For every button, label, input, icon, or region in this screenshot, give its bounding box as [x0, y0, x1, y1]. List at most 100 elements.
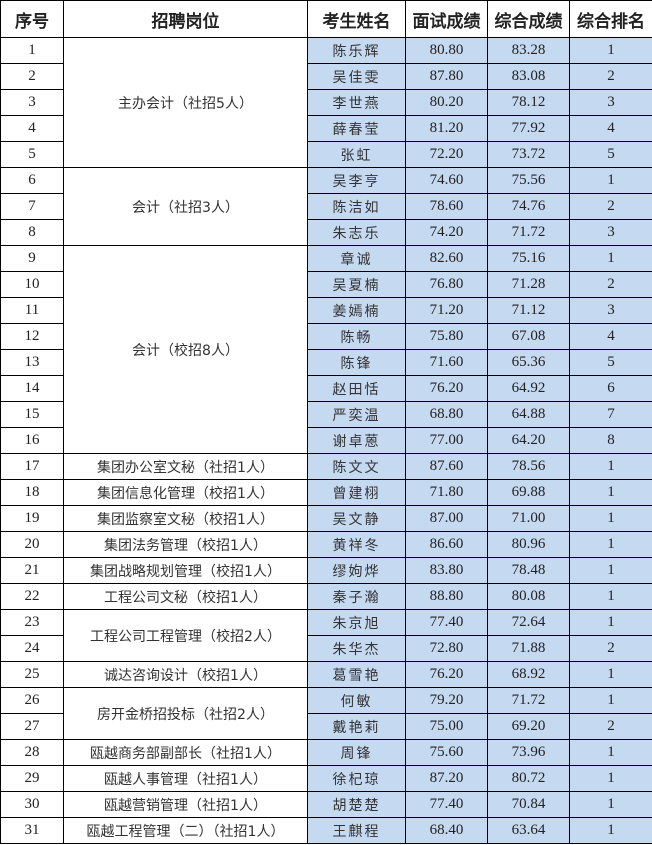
interview-score: 76.20	[405, 375, 488, 402]
candidate-name: 朱华杰	[307, 635, 406, 662]
total-score: 80.08	[487, 583, 570, 610]
interview-score: 77.40	[405, 609, 488, 636]
header-position: 招聘岗位	[63, 0, 308, 38]
candidate-name: 陈洁如	[307, 193, 406, 220]
interview-score: 77.40	[405, 791, 488, 818]
overall-rank: 3	[569, 89, 652, 116]
row-number: 6	[0, 167, 64, 194]
interview-score: 80.80	[405, 37, 488, 64]
row-number: 7	[0, 193, 64, 220]
candidate-name: 曾建栩	[307, 479, 406, 506]
header-interview: 面试成绩	[405, 0, 488, 38]
overall-rank: 1	[569, 765, 652, 792]
position-cell: 瓯越工程管理（二）（社招1人）	[63, 817, 308, 844]
row-number: 3	[0, 89, 64, 116]
position-cell: 工程公司工程管理（校招2人）	[63, 609, 308, 662]
interview-score: 76.80	[405, 271, 488, 298]
interview-score: 74.20	[405, 219, 488, 246]
table-row: 17 集团办公室文秘（社招1人） 陈文文 87.60 78.56 1	[0, 453, 652, 480]
row-number: 4	[0, 115, 64, 142]
candidate-name: 秦子瀚	[307, 583, 406, 610]
candidate-name: 戴艳莉	[307, 713, 406, 740]
interview-score: 75.60	[405, 739, 488, 766]
row-number: 29	[0, 765, 64, 792]
candidate-name: 陈锋	[307, 349, 406, 376]
total-score: 64.88	[487, 401, 570, 428]
total-score: 71.28	[487, 271, 570, 298]
interview-score: 72.20	[405, 141, 488, 168]
row-number: 30	[0, 791, 64, 818]
header-row: 序号 招聘岗位 考生姓名 面试成绩 综合成绩 综合排名	[0, 0, 652, 38]
position-cell: 工程公司文秘（校招1人）	[63, 583, 308, 610]
interview-score: 68.40	[405, 817, 488, 844]
row-number: 23	[0, 609, 64, 636]
candidate-name: 章诚	[307, 245, 406, 272]
row-number: 2	[0, 63, 64, 90]
total-score: 75.16	[487, 245, 570, 272]
table-row: 28 瓯越商务部副部长（社招1人） 周锋 75.60 73.96 1	[0, 739, 652, 766]
table-body: 1 主办会计（社招5人） 陈乐辉 80.80 83.28 1 2 吴佳雯 87.80 83.08 2…	[0, 37, 652, 844]
overall-rank: 6	[569, 375, 652, 402]
total-score: 80.96	[487, 531, 570, 558]
header-rank: 综合排名	[569, 0, 652, 38]
row-number: 27	[0, 713, 64, 740]
table-row: 1 主办会计（社招5人） 陈乐辉 80.80 83.28 1	[0, 37, 652, 168]
table-row: 2 吴佳雯 87.80 83.08 2	[0, 63, 652, 90]
table-row: 5 张虹 72.20 73.72 5	[0, 141, 652, 168]
table-row: 6 会计（社招3人） 吴李亨 74.60 75.56 1	[0, 167, 652, 246]
overall-rank: 2	[569, 63, 652, 90]
row-number: 16	[0, 427, 64, 454]
row-number: 11	[0, 297, 64, 324]
overall-rank: 1	[569, 739, 652, 766]
overall-rank: 1	[569, 791, 652, 818]
total-score: 71.72	[487, 219, 570, 246]
candidate-name: 王麒程	[307, 817, 406, 844]
position-cell: 会计（社招3人）	[63, 167, 308, 246]
interview-score: 87.00	[405, 505, 488, 532]
position-cell: 集团战略规划管理（校招1人）	[63, 557, 308, 584]
row-number: 21	[0, 557, 64, 584]
candidate-name: 缪姁烨	[307, 557, 406, 584]
candidate-name: 陈文文	[307, 453, 406, 480]
overall-rank: 8	[569, 427, 652, 454]
overall-rank: 3	[569, 219, 652, 246]
interview-score: 75.00	[405, 713, 488, 740]
overall-rank: 1	[569, 557, 652, 584]
row-number: 10	[0, 271, 64, 298]
candidate-name: 姜嫣楠	[307, 297, 406, 324]
overall-rank: 4	[569, 323, 652, 350]
table-row: 25 诚达咨询设计（校招1人） 葛雪艳 76.20 68.92 1	[0, 661, 652, 688]
overall-rank: 1	[569, 167, 652, 194]
overall-rank: 1	[569, 453, 652, 480]
overall-rank: 1	[569, 817, 652, 844]
table-row: 24 朱华杰 72.80 71.88 2	[0, 635, 652, 662]
position-cell: 诚达咨询设计（校招1人）	[63, 661, 308, 688]
table-row: 20 集团法务管理（校招1人） 黄祥冬 86.60 80.96 1	[0, 531, 652, 558]
candidate-name: 黄祥冬	[307, 531, 406, 558]
row-number: 18	[0, 479, 64, 506]
interview-score: 71.20	[405, 297, 488, 324]
table-row: 16 谢卓蒽 77.00 64.20 8	[0, 427, 652, 454]
candidate-name: 朱京旭	[307, 609, 406, 636]
table-row: 19 集团监察室文秘（校招1人） 吴文静 87.00 71.00 1	[0, 505, 652, 532]
table-row: 12 陈畅 75.80 67.08 4	[0, 323, 652, 350]
total-score: 71.00	[487, 505, 570, 532]
candidate-name: 吴夏楠	[307, 271, 406, 298]
overall-rank: 2	[569, 713, 652, 740]
table-row: 9 会计（校招8人） 章诚 82.60 75.16 1	[0, 245, 652, 454]
row-number: 28	[0, 739, 64, 766]
candidate-name: 谢卓蒽	[307, 427, 406, 454]
row-number: 26	[0, 687, 64, 714]
overall-rank: 1	[569, 531, 652, 558]
candidate-name: 李世燕	[307, 89, 406, 116]
overall-rank: 3	[569, 297, 652, 324]
table-row: 4 薛春莹 81.20 77.92 4	[0, 115, 652, 142]
overall-rank: 1	[569, 661, 652, 688]
total-score: 71.88	[487, 635, 570, 662]
overall-rank: 2	[569, 193, 652, 220]
total-score: 68.92	[487, 661, 570, 688]
table-row: 14 赵田恬 76.20 64.92 6	[0, 375, 652, 402]
row-number: 20	[0, 531, 64, 558]
total-score: 64.20	[487, 427, 570, 454]
